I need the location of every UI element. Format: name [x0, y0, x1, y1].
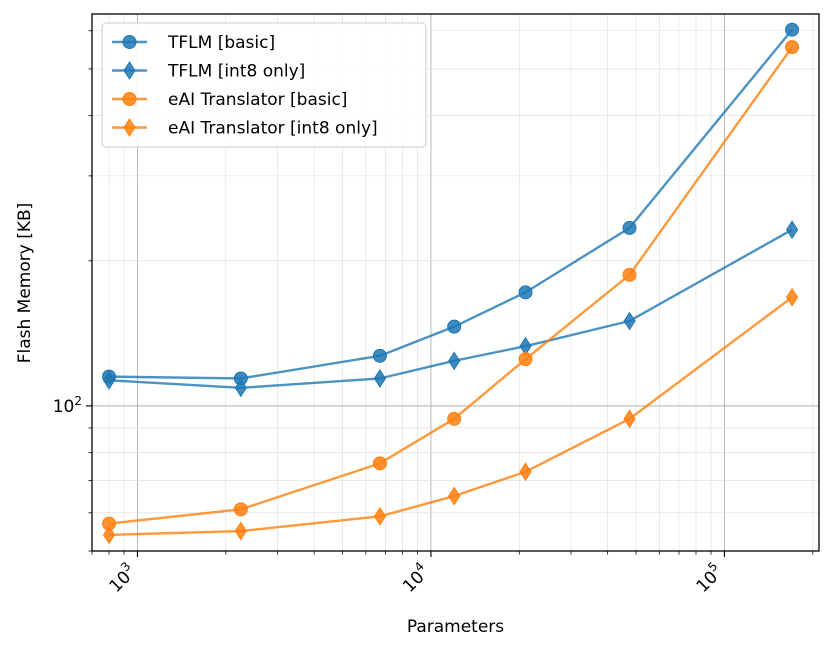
data-point	[234, 521, 247, 541]
data-point	[623, 409, 636, 429]
data-point	[447, 319, 462, 334]
data-point	[373, 369, 386, 388]
legend-label: TFLM [basic]	[167, 33, 275, 53]
legend-marker	[122, 92, 137, 106]
legend-marker	[123, 61, 136, 80]
data-point	[518, 352, 533, 367]
data-point	[622, 220, 637, 235]
data-point	[785, 22, 800, 37]
data-point	[622, 267, 637, 282]
legend: TFLM [basic] TFLM [int8 only] eAI Translat…	[101, 22, 427, 148]
data-point	[519, 462, 532, 482]
legend-label: TFLM [int8 only]	[167, 62, 305, 82]
legend-box	[101, 22, 427, 148]
data-point	[447, 411, 462, 426]
data-point	[234, 378, 247, 398]
legend-entry: eAI Translator [int8 only]	[112, 118, 378, 139]
legend-label: eAI Translator [basic]	[168, 90, 347, 110]
data-point	[785, 40, 800, 55]
data-point	[372, 456, 387, 471]
legend-marker	[123, 118, 136, 137]
legend-label: eAI Translator [int8 only]	[168, 119, 378, 139]
series-2	[102, 40, 800, 531]
legend-entry: TFLM [basic]	[112, 33, 275, 53]
data-point	[373, 506, 386, 526]
data-point	[448, 486, 461, 506]
data-point	[102, 525, 116, 545]
data-point	[372, 348, 387, 363]
legend-entry: eAI Translator [basic]	[112, 90, 347, 110]
y-axis-label: Flash Memory [KB]	[15, 203, 35, 364]
data-point	[623, 311, 636, 331]
series-layer	[102, 22, 800, 545]
data-point	[102, 370, 116, 390]
data-point	[448, 351, 461, 371]
data-point	[785, 220, 799, 240]
legend-marker	[122, 35, 137, 49]
y-tick-label: 102	[53, 394, 82, 417]
data-point	[518, 285, 533, 300]
series-1	[102, 220, 799, 398]
plot-frame	[91, 13, 820, 552]
x-axis-label: Parameters	[407, 617, 504, 637]
y-tick-label-exponent: 2	[74, 394, 82, 408]
data-point	[233, 502, 248, 517]
data-point	[785, 287, 799, 307]
series-3	[102, 287, 799, 545]
y-tick-label-base: 10	[53, 397, 75, 417]
legend-entry: TFLM [int8 only]	[112, 61, 305, 82]
